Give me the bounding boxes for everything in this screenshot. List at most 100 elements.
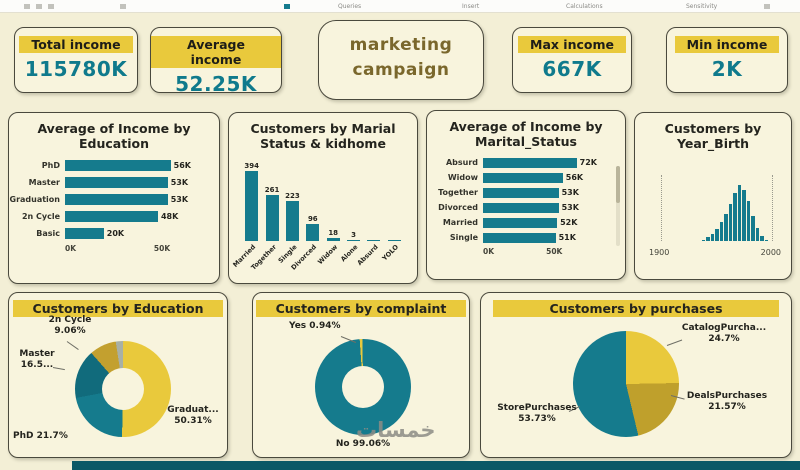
bar-married[interactable]: 394 — [243, 162, 260, 241]
pie-customers-by-purchases[interactable] — [573, 331, 679, 437]
bar-single[interactable]: 223 — [284, 192, 301, 241]
bar-category-label: Graduation — [9, 195, 61, 204]
bar-category-label: Married — [442, 218, 478, 227]
kpi-card-total-income[interactable]: Total income 115780K — [14, 27, 138, 93]
bar-basic[interactable]: 20K — [65, 228, 191, 239]
bar-divorced[interactable]: 96 — [304, 215, 321, 241]
chart-title: Customers by Marial Status & kidhome — [250, 121, 396, 151]
x-tick-50k: 50K — [153, 244, 171, 253]
bar-phd[interactable]: 56K — [65, 160, 191, 171]
dashboard-title-line1: marketing — [349, 35, 453, 55]
donut-hole — [102, 368, 144, 410]
slice-label-store-purchases: StorePurchases 53.73% — [497, 403, 577, 425]
bar-yolo[interactable] — [386, 231, 403, 241]
kpi-label: Min income — [674, 36, 780, 53]
histogram-bin — [719, 222, 724, 241]
bar-value-label: 20K — [106, 229, 125, 238]
bar-chart-income-by-marital-status: Absurd 72K Widow 56K Together 53K Divorced 53K M… — [427, 155, 625, 245]
kpi-label: Total income — [19, 36, 133, 53]
donut-customers-by-education[interactable] — [75, 341, 171, 437]
chart-card-customers-by-purchases[interactable]: Customers by purchases CatalogPurcha... … — [480, 292, 792, 458]
bar-row: Graduation 53K — [9, 191, 191, 208]
bar-category-label: Single — [449, 233, 478, 242]
chart-title: Customers by complaint — [255, 300, 467, 317]
bar-master[interactable]: 53K — [65, 177, 191, 188]
kpi-value: 667K — [542, 57, 602, 81]
ribbon-group-calculations[interactable]: Calculations — [566, 3, 603, 10]
bar-value-label: 51K — [558, 233, 576, 242]
bar-value-label: 56K — [173, 161, 191, 170]
bar-row: Absurd 72K — [427, 155, 597, 170]
slice-label-no: No 99.06% — [335, 439, 391, 449]
toolbar-icon[interactable] — [120, 4, 126, 9]
bar-category-label: Widow — [447, 173, 478, 182]
bar-together[interactable]: 53K — [483, 187, 597, 198]
label-leader-line — [666, 339, 683, 346]
histogram-bin — [760, 235, 764, 241]
bar-widow[interactable]: 18 — [325, 229, 342, 241]
ribbon-group-queries[interactable]: Queries — [338, 3, 362, 10]
bar-together[interactable]: 261 — [263, 186, 280, 241]
watermark-khamsat: خمسات — [356, 418, 436, 442]
bar-category-label: 2n Cycle — [21, 212, 60, 221]
slice-label-catalog-purchases: CatalogPurcha... 24.7% — [681, 323, 767, 345]
bar-category-label: YOLO — [380, 243, 400, 263]
kpi-card-min-income[interactable]: Min income 2K — [666, 27, 788, 93]
chart-card-year-birth[interactable]: Customers by Year_Birth 1900 2000 — [634, 112, 792, 280]
bar-category-label: PhD — [41, 161, 60, 170]
histogram-bin — [755, 227, 760, 241]
x-tick-1900: 1900 — [649, 248, 670, 257]
chart-title: Customers by Education — [12, 300, 224, 317]
kpi-label: Max income — [518, 36, 626, 53]
dashboard-title-line2: campaign — [352, 59, 450, 80]
label-leader-line — [66, 341, 79, 350]
bar-alone[interactable]: 3 — [345, 231, 362, 241]
toolbar-icon[interactable] — [284, 4, 290, 9]
histogram-bin — [710, 234, 715, 241]
bar-row: Single 51K — [427, 230, 597, 245]
bar-absurd[interactable]: 72K — [483, 157, 597, 168]
chart-card-marital-kidhome[interactable]: Customers by Marial Status & kidhome 394… — [228, 112, 418, 284]
bar-2n-cycle[interactable]: 48K — [65, 211, 191, 222]
donut-customers-by-complaint[interactable] — [315, 339, 411, 435]
bar-category-label: Absurd — [445, 158, 478, 167]
toolbar-icon[interactable] — [764, 4, 770, 9]
chart-card-income-by-marital-status[interactable]: Average of Income by Marital_Status Absu… — [426, 110, 626, 280]
kpi-card-max-income[interactable]: Max income 667K — [512, 27, 632, 93]
scrollbar-thumb[interactable] — [616, 166, 620, 203]
histogram-year-birth[interactable]: 1900 2000 — [643, 153, 783, 257]
bar-married[interactable]: 52K — [483, 217, 597, 228]
toolbar-icon[interactable] — [36, 4, 42, 9]
slice-label-deals-purchases: DealsPurchases 21.57% — [686, 391, 768, 413]
bar-value-label: 72K — [579, 158, 597, 167]
bar-row: Basic 20K — [9, 225, 191, 242]
bar-absurd[interactable] — [365, 231, 382, 241]
bar-value-label: 96 — [307, 214, 318, 223]
bar-widow[interactable]: 56K — [483, 172, 597, 183]
bar-row: Divorced 53K — [427, 200, 597, 215]
bar-single[interactable]: 51K — [483, 232, 597, 243]
chart-title: Average of Income by Education — [37, 121, 191, 151]
kpi-value: 115780K — [24, 57, 128, 81]
ribbon-group-sensitivity[interactable]: Sensitivity — [686, 3, 718, 10]
bottom-bar — [72, 461, 800, 470]
chart-card-customers-by-complaint[interactable]: Customers by complaint Yes 0.94% No 99.0… — [252, 292, 470, 458]
kpi-card-average-income[interactable]: Average income 52.25K — [150, 27, 282, 96]
dashboard-title-card: marketing campaign — [318, 20, 484, 100]
slice-label-yes: Yes 0.94% — [289, 321, 341, 331]
scrollbar[interactable] — [616, 166, 620, 246]
bar-category-label: Absurd — [355, 243, 380, 268]
kpi-value: 2K — [711, 57, 743, 81]
toolbar-icon[interactable] — [48, 4, 54, 9]
bar-value-label: 394 — [244, 162, 259, 170]
kpi-label: Average income — [151, 36, 281, 68]
histogram-bin — [751, 215, 755, 241]
bar-graduation[interactable]: 53K — [65, 194, 191, 205]
chart-card-income-by-education[interactable]: Average of Income by Education PhD 56K Mas… — [8, 112, 220, 284]
bar-divorced[interactable]: 53K — [483, 202, 597, 213]
bar-category-label: Together — [438, 188, 478, 197]
histogram-bin — [706, 237, 710, 241]
ribbon-group-insert[interactable]: Insert — [462, 3, 480, 10]
chart-card-customers-by-education[interactable]: Customers by Education 2n Cycle 9.06% Ma… — [8, 292, 228, 458]
toolbar-icon[interactable] — [24, 4, 30, 9]
